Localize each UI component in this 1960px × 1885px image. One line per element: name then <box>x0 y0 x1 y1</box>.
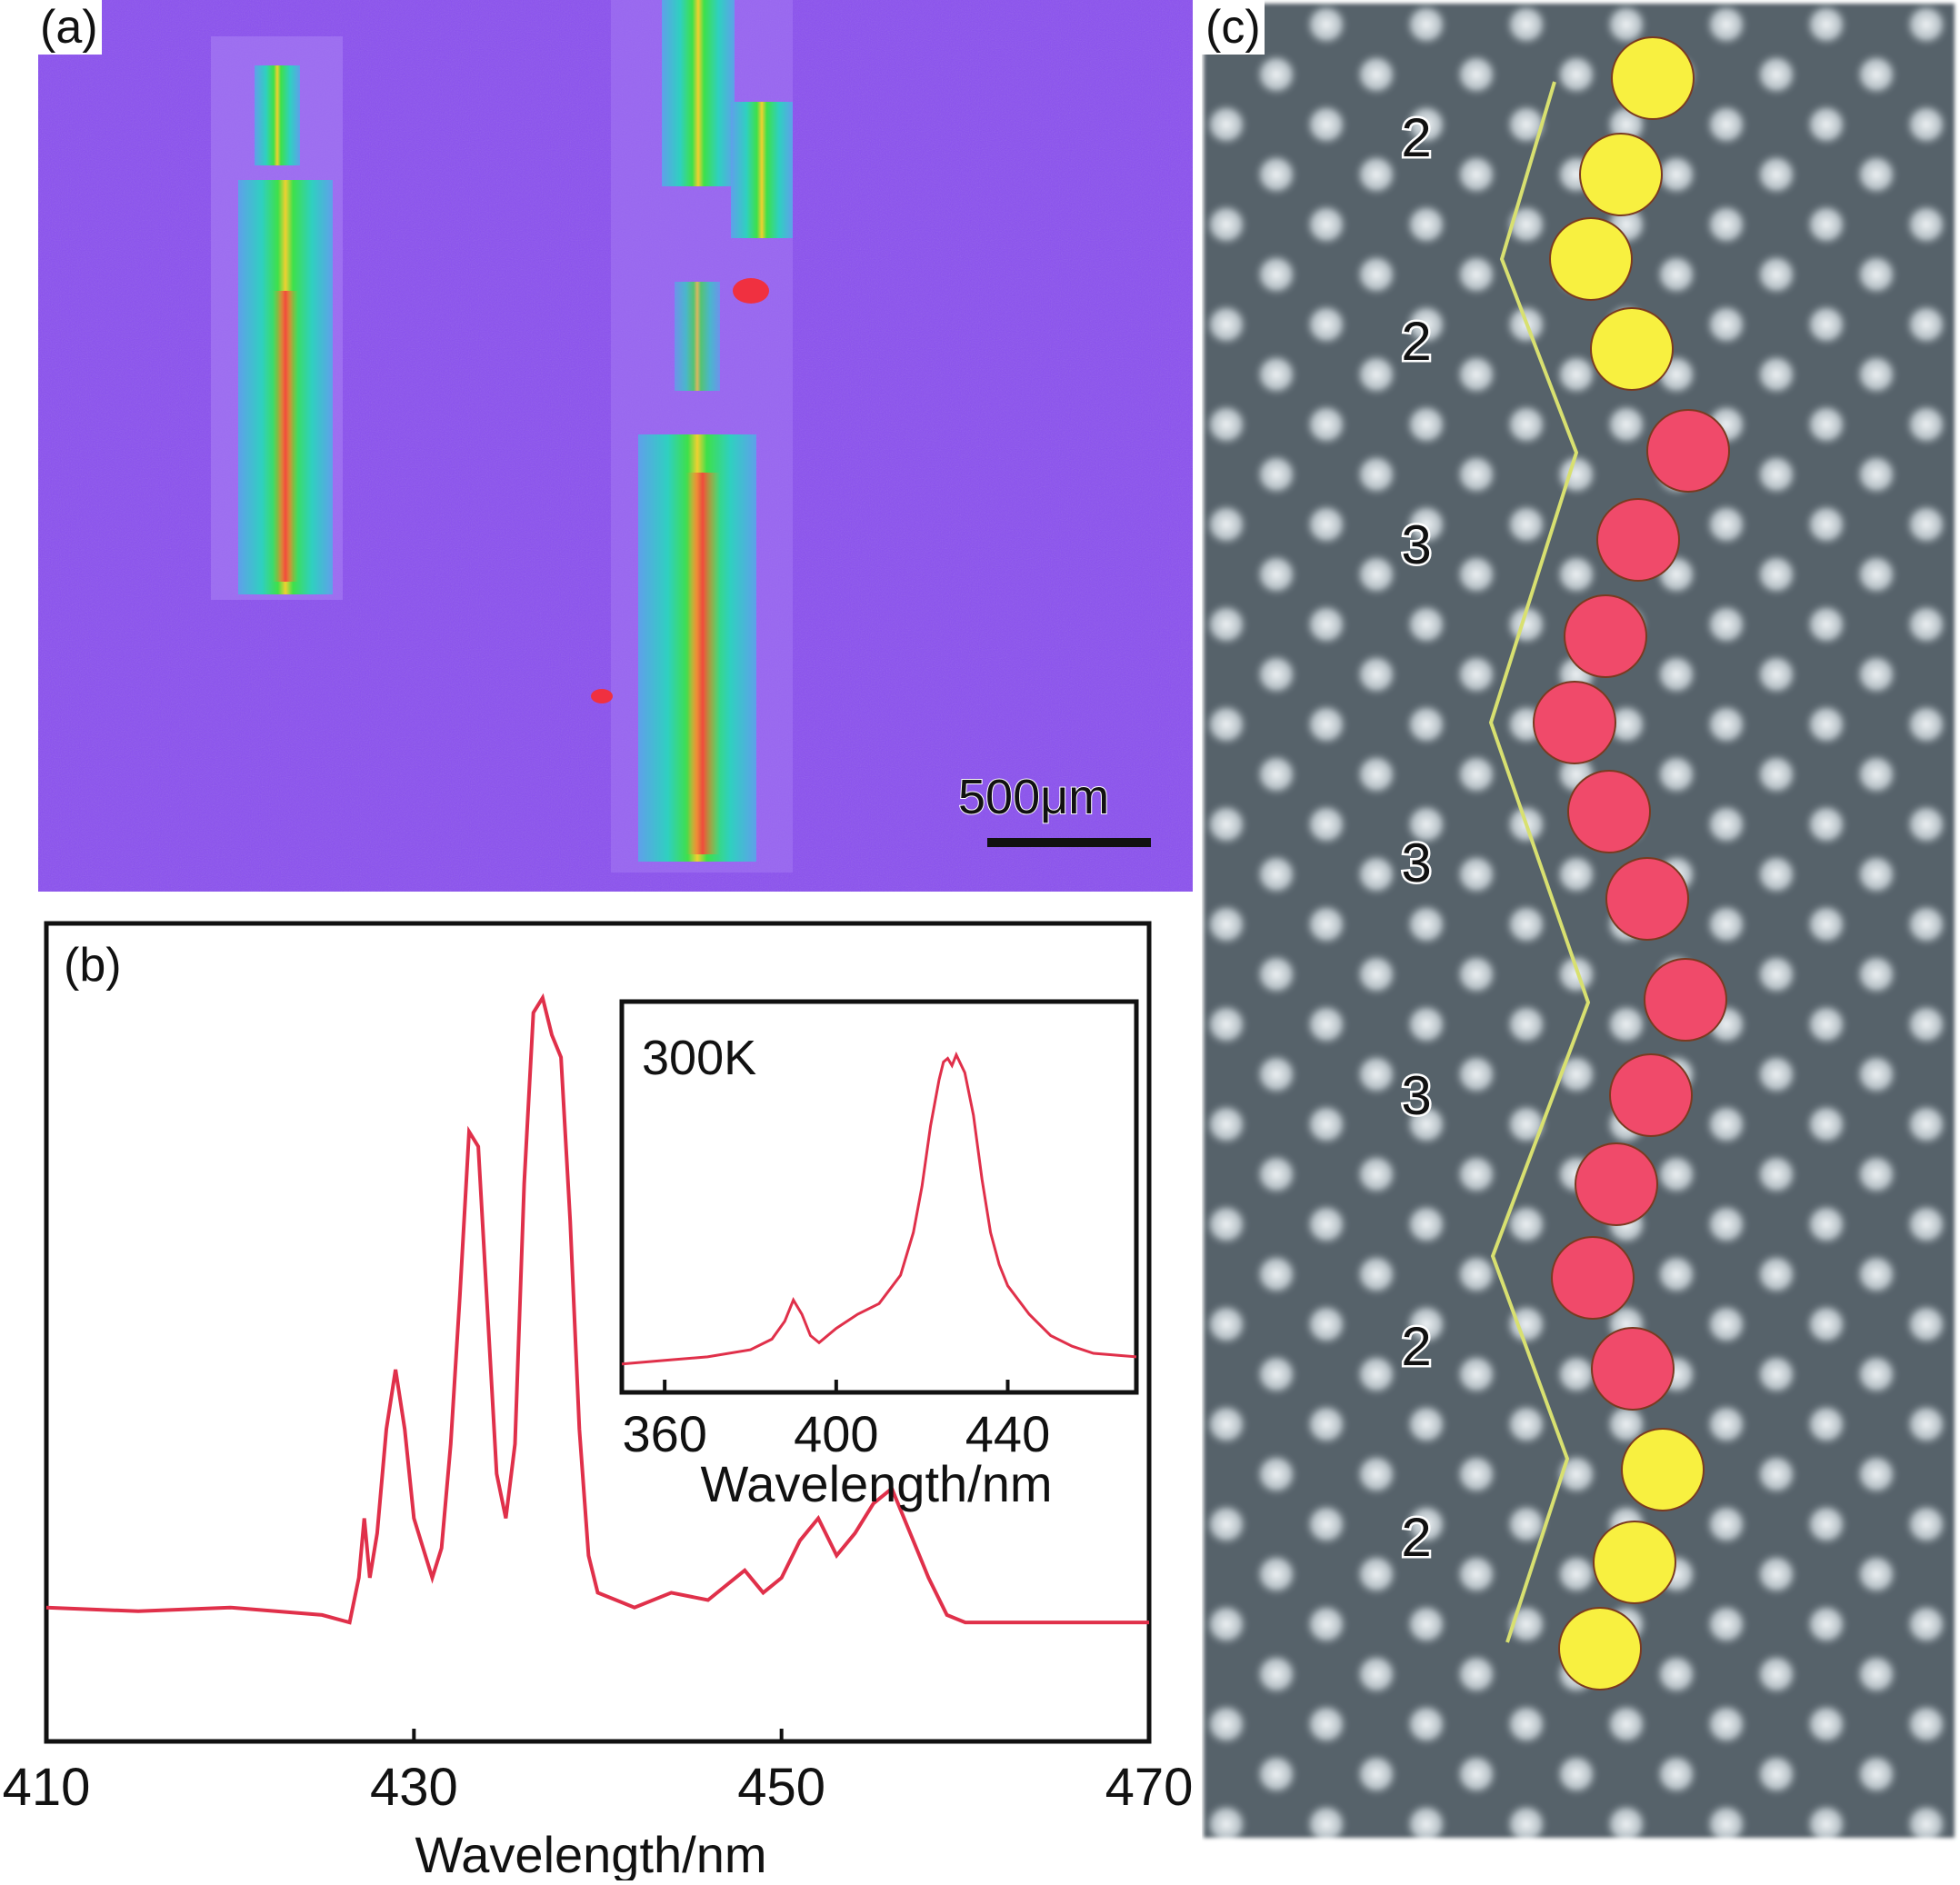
highlighted-atom <box>1590 307 1674 391</box>
stacking-number: 2 <box>1401 1507 1431 1568</box>
highlighted-atom <box>1596 498 1680 582</box>
fluorescence-map-panel: 500μm (a) <box>36 0 1193 892</box>
hot-spot <box>733 278 769 304</box>
highlighted-atom <box>1558 1607 1642 1691</box>
scale-bar-label: 500μm <box>958 770 1109 824</box>
highlighted-atom <box>1609 1053 1693 1137</box>
left-stripe-top <box>255 65 300 165</box>
inset-x-tick-label: 400 <box>794 1405 878 1462</box>
highlighted-atom <box>1551 1236 1635 1320</box>
highlighted-atom <box>1579 133 1663 216</box>
main-x-axis-label: Wavelength/nm <box>415 1826 767 1880</box>
fluorescence-map: 500μm <box>38 0 1193 892</box>
highlighted-atom <box>1611 36 1695 120</box>
atomic-lattice <box>1204 4 1955 1838</box>
atomic-image-panel: 2 2 3 3 3 2 2 (c) <box>1202 0 1960 1845</box>
panel-a-label: (a) <box>36 0 102 55</box>
stacking-zigzag-line <box>1488 81 1591 1643</box>
main-x-tick-label: 430 <box>370 1758 458 1817</box>
left-stripe-hot <box>273 291 298 582</box>
highlighted-atom <box>1646 409 1730 493</box>
highlighted-atom <box>1593 1521 1676 1604</box>
highlighted-atom <box>1605 857 1689 941</box>
highlighted-atom <box>1564 594 1647 678</box>
stacking-number: 2 <box>1401 311 1431 372</box>
highlighted-atom <box>1644 958 1727 1042</box>
right-stripe-hot <box>685 473 720 854</box>
main-x-tick-label: 470 <box>1105 1758 1194 1817</box>
main-x-tick-label: 410 <box>3 1758 91 1817</box>
highlighted-atom <box>1591 1327 1675 1411</box>
atomic-image: 2 2 3 3 3 2 2 <box>1202 0 1960 1845</box>
right-stripe-mid <box>675 282 720 391</box>
right-stripe-side <box>731 102 793 238</box>
hot-spot-small <box>591 689 613 703</box>
highlighted-atom <box>1621 1428 1705 1511</box>
inset-series-line <box>621 1051 1137 1366</box>
highlighted-atom <box>1549 217 1633 301</box>
main-series-line <box>45 992 1149 1625</box>
right-stripe-top <box>662 0 735 186</box>
spectrum-panel: 410 430 450 470 Wavelength/nm 300K 360 400 44… <box>0 920 1200 1883</box>
highlighted-atom <box>1575 1142 1658 1226</box>
scale-bar <box>987 838 1151 847</box>
stacking-number: 3 <box>1401 514 1431 575</box>
main-x-tick-label: 450 <box>737 1758 825 1817</box>
spectrum-chart: 410 430 450 470 Wavelength/nm 300K 360 400 44… <box>3 921 1194 1883</box>
stacking-number: 3 <box>1401 833 1431 893</box>
panel-c-label: (c) <box>1202 0 1265 55</box>
inset-x-tick-label: 440 <box>965 1405 1050 1462</box>
inset-x-tick-label: 360 <box>622 1405 706 1462</box>
panel-b-label: (b) <box>64 939 122 992</box>
stacking-number: 3 <box>1401 1065 1431 1126</box>
inset-title: 300K <box>642 1031 756 1085</box>
stacking-number: 2 <box>1401 107 1431 168</box>
highlighted-atom <box>1533 681 1616 764</box>
highlighted-atom <box>1567 770 1651 853</box>
inset-plot-frame <box>619 999 1139 1395</box>
inset-x-axis-label: Wavelength/nm <box>701 1455 1053 1512</box>
stacking-number: 2 <box>1401 1316 1431 1377</box>
